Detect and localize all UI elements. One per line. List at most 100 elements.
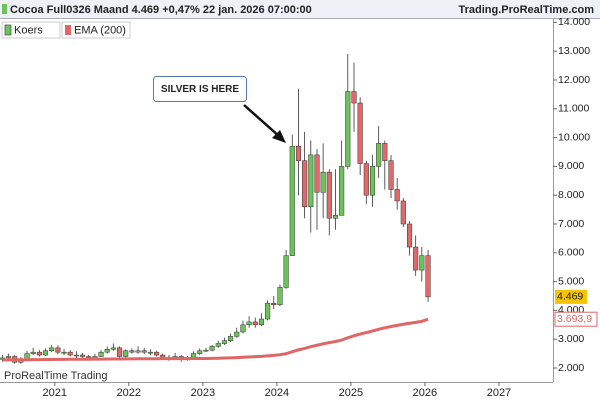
- candle-body: [203, 349, 209, 352]
- candle-body: [265, 302, 271, 320]
- candle-body: [363, 163, 369, 196]
- candle-body: [5, 356, 12, 359]
- candle-body: [283, 255, 289, 288]
- candle-body: [382, 143, 388, 161]
- x-tick-label: 2022: [117, 387, 141, 399]
- header-icon: [2, 4, 7, 14]
- x-tick-label: 2021: [43, 387, 67, 399]
- candle-body: [271, 302, 277, 305]
- x-tick-label: 2027: [487, 387, 511, 399]
- candle-body: [246, 321, 252, 326]
- y-tick-label: 9.000: [558, 160, 584, 172]
- ema-line: [2, 317, 429, 362]
- x-tick-label: 2024: [265, 387, 289, 399]
- chart-title: Cocoa Full0326 Maand 4.469 +0,47% 22 jan…: [10, 4, 312, 16]
- x-tick-label: 2026: [413, 387, 437, 399]
- annotation-text: SILVER IS HERE: [161, 84, 239, 95]
- candle-body: [258, 318, 265, 326]
- candle-body: [252, 321, 258, 326]
- candle-body: [332, 215, 339, 219]
- y-tick-label: 11.000: [558, 103, 589, 115]
- candle-body: [425, 255, 431, 298]
- plot-area: 2.0003.0004.0005.0006.0007.0008.0009.000…: [0, 16, 598, 399]
- y-tick-label: 3.000: [558, 333, 584, 345]
- candle-body: [314, 154, 320, 193]
- candle-body: [302, 160, 308, 207]
- source: Trading.ProRealTime.com: [458, 4, 594, 16]
- candle-body: [345, 91, 351, 167]
- candle-body: [295, 145, 302, 161]
- candle-body: [357, 102, 363, 164]
- watermark: ProRealTime Trading: [4, 370, 108, 382]
- candle-body: [308, 154, 314, 207]
- candle-body: [388, 160, 394, 190]
- candle-body: [123, 350, 129, 357]
- legend-box: [1, 21, 61, 39]
- candle-body: [351, 91, 357, 104]
- candle-body: [406, 223, 413, 248]
- candle-body: [339, 166, 345, 216]
- ema-label: 3.693,9: [557, 313, 592, 325]
- candle-body: [234, 331, 240, 337]
- ema-label-box: [554, 311, 598, 327]
- y-tick-label: 10.000: [558, 131, 590, 143]
- legend-label: EMA (200): [74, 24, 126, 36]
- candle-body: [61, 351, 67, 354]
- candle-body: [197, 350, 203, 354]
- candle-body: [36, 351, 42, 356]
- candle-body: [369, 166, 376, 196]
- candle-body: [326, 171, 332, 219]
- header-bar: [0, 0, 600, 18]
- y-tick-label: 12.000: [558, 74, 590, 86]
- candle-body: [49, 347, 55, 351]
- candle-body: [209, 346, 215, 351]
- candle-body: [42, 350, 49, 356]
- annotation-box: [153, 76, 247, 102]
- y-tick-label: 13.000: [558, 45, 590, 57]
- y-tick-label: 5.000: [558, 275, 584, 287]
- candle-body: [394, 189, 400, 202]
- legend-swatch: [4, 24, 12, 36]
- candle-body: [147, 351, 153, 354]
- candle-body: [413, 246, 419, 271]
- candle-body: [135, 350, 141, 353]
- candle-body: [117, 347, 123, 357]
- candle-body: [129, 350, 135, 353]
- x-tick-label: 2023: [191, 387, 215, 399]
- candle-body: [154, 351, 160, 356]
- candle-body: [141, 350, 147, 353]
- y-tick-label: 8.000: [558, 189, 584, 201]
- candle-body: [110, 347, 116, 350]
- candle-body: [376, 143, 382, 167]
- candle-body: [55, 347, 61, 353]
- y-tick-label: 14.000: [558, 16, 590, 28]
- candle-body: [221, 340, 228, 344]
- candle-body: [73, 354, 79, 357]
- candle-body: [79, 354, 86, 357]
- candle-body: [215, 343, 221, 347]
- candle-body: [419, 255, 425, 271]
- y-tick-label: 2.000: [558, 362, 584, 374]
- price-label-box: [555, 289, 587, 304]
- price-label: 4.469: [557, 291, 583, 303]
- candle-body: [320, 171, 326, 193]
- candle-body: [228, 336, 234, 341]
- legend-label: Koers: [14, 24, 43, 36]
- x-tick-label: 2025: [339, 387, 363, 399]
- legend-box: [61, 21, 131, 39]
- y-tick-label: 6.000: [558, 247, 584, 259]
- candle-body: [240, 324, 246, 333]
- y-tick-label: 7.000: [558, 218, 584, 230]
- candle-body: [30, 351, 36, 354]
- candle-body: [400, 200, 406, 225]
- annotation-arrow: [243, 104, 281, 138]
- candle-body: [98, 351, 104, 357]
- annotation-arrowhead: [272, 130, 286, 143]
- legend-swatch: [65, 25, 71, 35]
- candle-body: [289, 145, 295, 256]
- candle-body: [67, 351, 73, 356]
- candle-body: [277, 287, 283, 305]
- candle-body: [104, 349, 110, 353]
